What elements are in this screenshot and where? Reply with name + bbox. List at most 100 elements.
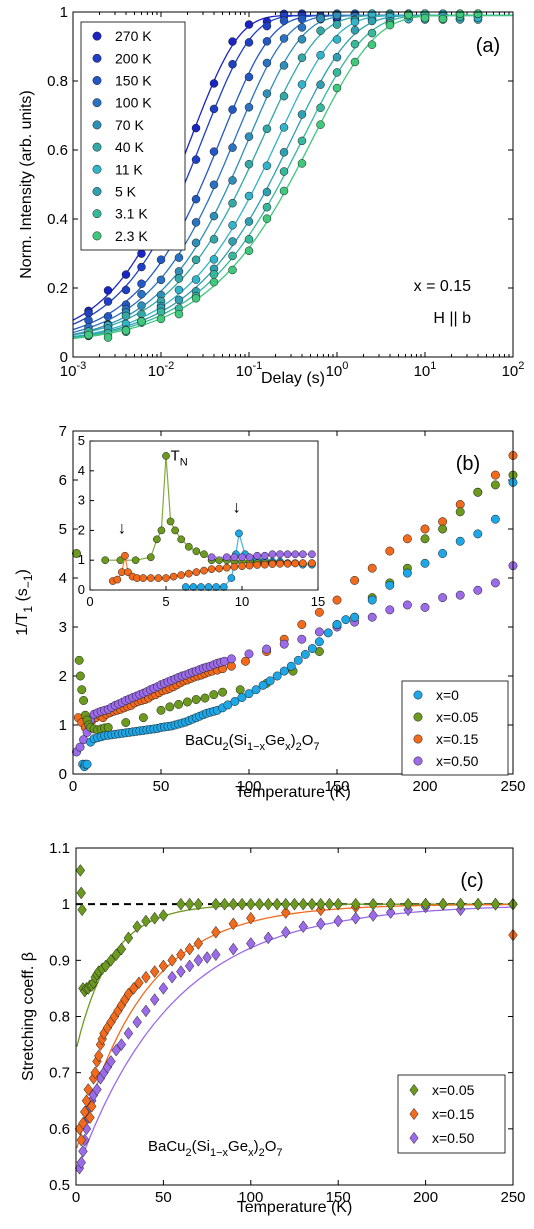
inset-data-point <box>235 529 243 538</box>
data-point <box>191 155 201 164</box>
inset-data-point <box>298 559 307 568</box>
legend-marker <box>409 1083 419 1097</box>
data-point <box>76 886 86 900</box>
data-point <box>297 620 307 629</box>
data-point <box>149 993 160 1007</box>
data-point <box>209 79 219 88</box>
data-point <box>438 593 448 603</box>
data-point <box>191 294 201 303</box>
data-point <box>402 568 412 578</box>
data-point <box>279 167 289 176</box>
data-point <box>332 83 342 93</box>
data-point <box>84 308 93 318</box>
data-point <box>332 620 342 629</box>
data-point <box>149 911 160 925</box>
data-point <box>368 897 378 911</box>
x-tick-label: 50 <box>155 1189 172 1206</box>
inset-data-point <box>153 535 161 544</box>
x-tick-label: 10-1 <box>236 360 262 380</box>
panel-c: 0 50 100 150 200 250 0.5 0.6 0.7 0.8 0.9 1 1.1 (c) x=0… <box>20 840 526 1216</box>
panel-b: 0 50 100 150 200 25001234567(b)x=0x=0.05x=0.1… <box>14 423 526 801</box>
data-point <box>141 914 151 928</box>
data-point <box>314 627 324 637</box>
inset-y-tick-label: 0 <box>78 582 85 597</box>
data-point <box>244 20 254 29</box>
data-point <box>438 524 448 534</box>
data-point <box>244 689 254 699</box>
y-tick-label: 0.5 <box>49 1177 70 1194</box>
data-point <box>385 20 395 30</box>
x-tick-label: 0 <box>69 778 77 795</box>
data-point <box>156 705 166 715</box>
data-point <box>123 987 134 1001</box>
text-segment: −1 <box>21 574 35 588</box>
data-point <box>209 270 219 279</box>
data-point <box>209 234 219 244</box>
plot-frame <box>72 430 514 775</box>
inset-data-point <box>207 553 216 562</box>
data-point <box>279 34 289 43</box>
data-point <box>167 970 177 984</box>
data-point <box>262 21 272 31</box>
data-point <box>438 897 448 911</box>
data-point <box>116 942 127 956</box>
data-point <box>244 191 254 201</box>
text-segment: 1−x <box>210 1147 229 1159</box>
data-point <box>193 953 204 967</box>
text-segment: 2 <box>296 741 302 753</box>
data-point <box>219 897 230 911</box>
legend-label: 200 K <box>115 50 152 66</box>
data-point <box>228 917 239 931</box>
inset: 0 5 10 15 0 1 2 3 4 5 TN ↓ ↓ <box>78 433 325 609</box>
data-point <box>78 1116 88 1130</box>
fit-curve <box>76 906 514 1172</box>
inset-data-point <box>253 551 262 560</box>
data-point <box>241 656 250 666</box>
inset-data-point <box>146 574 155 582</box>
data-point <box>350 17 360 27</box>
data-point <box>228 251 237 261</box>
text-segment: x <box>285 741 291 753</box>
data-point <box>121 285 131 295</box>
y-tick-label: 0.2 <box>47 280 68 297</box>
inset-data-point <box>222 553 231 562</box>
y-tick-label: 6 <box>59 472 67 489</box>
legend-label: 11 K <box>115 161 143 177</box>
panel-label: (a) <box>476 35 500 57</box>
y-tick-label: 7 <box>59 423 67 440</box>
data-point <box>137 249 146 258</box>
data-point <box>209 180 219 190</box>
data-point <box>77 903 87 917</box>
text-segment: O <box>265 1138 277 1155</box>
data-point <box>228 105 237 114</box>
data-point <box>297 53 307 63</box>
data-point <box>176 948 186 962</box>
legend-marker <box>92 31 102 41</box>
data-point <box>262 644 272 654</box>
data-point <box>228 143 237 152</box>
data-point <box>279 91 289 101</box>
inset-data-point <box>204 583 213 591</box>
x-tick-label: 10-2 <box>148 360 174 380</box>
text-segment: 1/T <box>14 612 31 635</box>
y-tick-label: 4 <box>59 570 67 587</box>
data-point <box>279 186 289 196</box>
data-point <box>74 655 84 665</box>
data-point <box>455 536 465 546</box>
data-point <box>191 218 201 227</box>
data-point <box>350 25 360 35</box>
text-segment: 7 <box>276 1147 282 1159</box>
data-point <box>165 702 175 712</box>
data-point <box>314 637 324 647</box>
inset-data-point <box>230 562 239 571</box>
inset-data-point <box>131 556 140 565</box>
text-segment: N <box>180 456 188 468</box>
data-point <box>281 897 291 911</box>
inset-data-point <box>268 560 277 568</box>
text-segment: ) <box>254 1138 259 1155</box>
data-point <box>420 602 430 612</box>
y-tick-label: 1 <box>60 4 68 21</box>
inset-data-point <box>162 574 170 582</box>
compound-label: BaCu2(Si1−xGex)2O7 <box>148 1138 282 1159</box>
